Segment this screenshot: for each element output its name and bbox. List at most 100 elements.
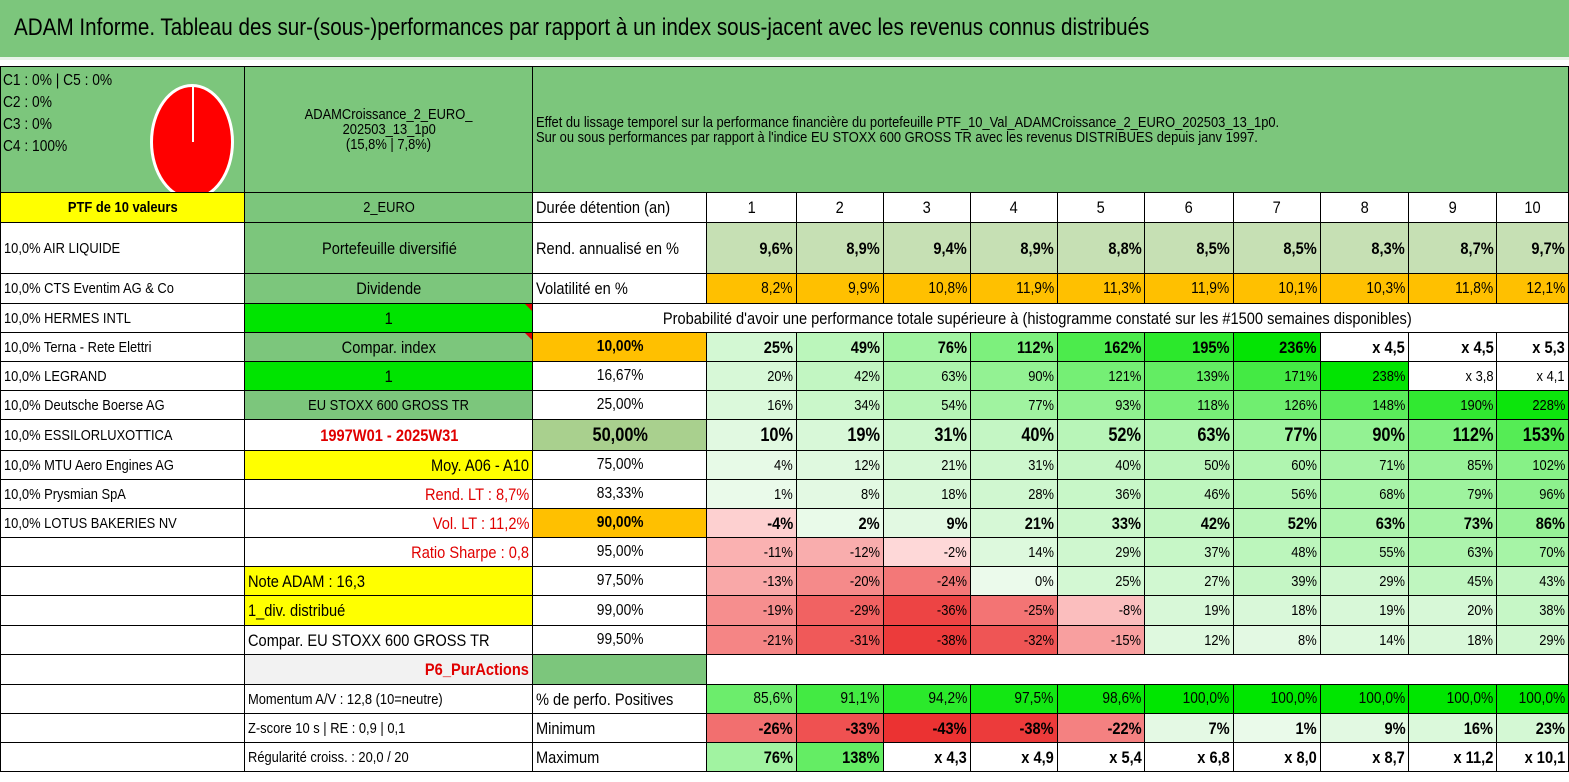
info-cell-text: Compar. EU STOXX 600 GROSS TR	[248, 630, 491, 650]
holding: 10,0% Deutsche Boerse AG	[0, 390, 246, 420]
quantile-value-text: x 4,5	[1460, 337, 1494, 357]
quantile-value: 236%	[1232, 332, 1321, 362]
rend-row: 10,0% AIR LIQUIDE Portefeuille diversifié…	[0, 222, 1569, 274]
positives-value: 85,6%	[706, 684, 797, 714]
maximum-value: 138%	[795, 742, 884, 772]
quantile-label: 90,00%	[532, 508, 708, 538]
quantile-value-text: 148%	[1372, 396, 1406, 414]
maximum-value-text: x 4,3	[934, 747, 968, 767]
year-header: 9	[1408, 192, 1498, 223]
quantile-value: 121%	[1056, 361, 1146, 391]
quantile-value-text: 86%	[1535, 513, 1565, 533]
quantile-value-text: 139%	[1196, 367, 1230, 385]
year-header: 7	[1232, 192, 1321, 223]
quantile-value: 90%	[1319, 419, 1410, 451]
quantile-value-text: 40%	[1021, 424, 1054, 446]
holding-1: 10,0% CTS Eventim AG & Co	[0, 273, 246, 304]
quantile-value-text: -25%	[1023, 602, 1054, 619]
momentum: Momentum A/V : 12,8 (10=neutre)	[244, 684, 534, 714]
vol-value: 10,1%	[1232, 273, 1321, 304]
empty-cell	[0, 713, 246, 743]
quantile-value: 33%	[1056, 508, 1146, 538]
quantile-value-text: -24%	[937, 572, 968, 590]
pie-legend-item: C3 : 0%	[3, 116, 52, 133]
quantile-value: -38%	[882, 625, 972, 655]
quantile-value-text: x 5,3	[1532, 337, 1565, 357]
info-cell-text: Compar. index	[341, 337, 437, 357]
zscore: Z-score 10 s | RE : 0,9 | 0,1	[244, 713, 534, 743]
info-cell-text: 1	[384, 366, 394, 386]
quantile-value: 73%	[1408, 508, 1498, 538]
quantile-value: x 4,5	[1319, 332, 1410, 362]
positives-value: 100,0%	[1319, 684, 1410, 714]
empty-cell	[706, 654, 1569, 685]
minimum-value: -38%	[970, 713, 1058, 743]
performance-table: C1 : 0% | C5 : 0% C2 : 0% C3 : 0% C4 : 100%…	[0, 66, 1569, 772]
info-cell-text: Note ADAM : 16,3	[248, 571, 366, 591]
maximum-value: x 10,1	[1496, 742, 1569, 772]
quantile-value-text: 14%	[1028, 543, 1054, 561]
vol-value-text: 10,3%	[1366, 279, 1406, 297]
info-cell-text: EU STOXX 600 GROSS TR	[308, 396, 470, 414]
quantile-value: 8%	[1232, 625, 1321, 655]
quantile-value: 14%	[970, 537, 1058, 567]
quantile-value-text: 55%	[1379, 543, 1406, 561]
pie-legend-item: C2 : 0%	[3, 94, 52, 111]
holding-text: 10,0% ESSILORLUXOTTICA	[4, 426, 173, 444]
quantile-label: 83,33%	[532, 479, 708, 509]
quantile-value-text: -32%	[1023, 631, 1054, 649]
quantile-label: 99,50%	[532, 625, 708, 655]
positives-value-text: 100,0%	[1270, 690, 1317, 707]
quantile-value-text: 19%	[1379, 602, 1406, 619]
quantile-value-text: 48%	[1291, 543, 1317, 561]
quantile-value-text: 96%	[1539, 485, 1565, 503]
rend-value: 9,6%	[706, 222, 797, 274]
quantile-value: 54%	[882, 390, 972, 420]
minimum-value-text: 7%	[1208, 718, 1230, 738]
quantile-value: 112%	[1408, 419, 1498, 451]
quantile-value: 63%	[1319, 508, 1410, 538]
rend-label: Rend. annualisé en %	[532, 222, 708, 274]
year-header: 3	[882, 192, 972, 223]
quantile-value-text: 45%	[1467, 572, 1494, 590]
quantile-value: 38%	[1496, 595, 1569, 626]
holding: 10,0% ESSILORLUXOTTICA	[0, 419, 246, 451]
quantile-value: 162%	[1056, 332, 1146, 362]
quantile-value-text: 90%	[1028, 367, 1054, 385]
info-cell-text: 1_div. distribué	[248, 601, 346, 620]
vol-value-text: 11,9%	[1191, 279, 1230, 297]
quantile-value-text: 76%	[937, 337, 968, 357]
quantile-value-text: 20%	[767, 367, 793, 385]
info-cell: Moy. A06 - A10	[244, 450, 534, 480]
quantile-row: 10,0% Deutsche Boerse AG EU STOXX 600 GRO…	[0, 390, 1569, 420]
maximum-value-text: x 10,1	[1524, 747, 1565, 767]
rend-value-text: 9,4%	[933, 238, 968, 258]
info-cell: Vol. LT : 11,2%	[244, 508, 534, 538]
quantile-value: -25%	[970, 595, 1058, 626]
rend-value: 8,5%	[1232, 222, 1321, 274]
quantile-value: 126%	[1232, 390, 1321, 420]
quantile-value-text: 21%	[941, 456, 968, 474]
zscore-text: Z-score 10 s | RE : 0,9 | 0,1	[248, 719, 406, 737]
quantile-value-text: -38%	[937, 631, 968, 649]
quantile-label-text: 99,50%	[596, 631, 644, 648]
year-header: 8	[1319, 192, 1410, 223]
empty-cell	[0, 684, 246, 714]
quantile-value: 19%	[1144, 595, 1234, 626]
minimum-value-text: -33%	[845, 718, 880, 738]
quantile-value-text: 171%	[1283, 367, 1317, 385]
quantile-value-text: -31%	[849, 631, 880, 649]
positives-value: 94,2%	[882, 684, 972, 714]
info-cell: Ratio Sharpe : 0,8	[244, 537, 534, 567]
quantile-value: 20%	[706, 361, 797, 391]
quantile-value: 19%	[1319, 595, 1410, 626]
quantile-value-text: -2%	[944, 543, 968, 561]
description-line2: Sur ou sous performances par rapport à l…	[536, 128, 1259, 146]
year-header-text: 7	[1272, 198, 1281, 217]
info-cell: Compar. index	[244, 332, 534, 362]
quantile-value-text: 9%	[946, 513, 968, 533]
year-header-text: 2	[835, 198, 844, 217]
quantile-value-text: -12%	[849, 543, 880, 561]
quantile-value-text: 195%	[1192, 337, 1230, 357]
rend-value: 9,4%	[882, 222, 972, 274]
